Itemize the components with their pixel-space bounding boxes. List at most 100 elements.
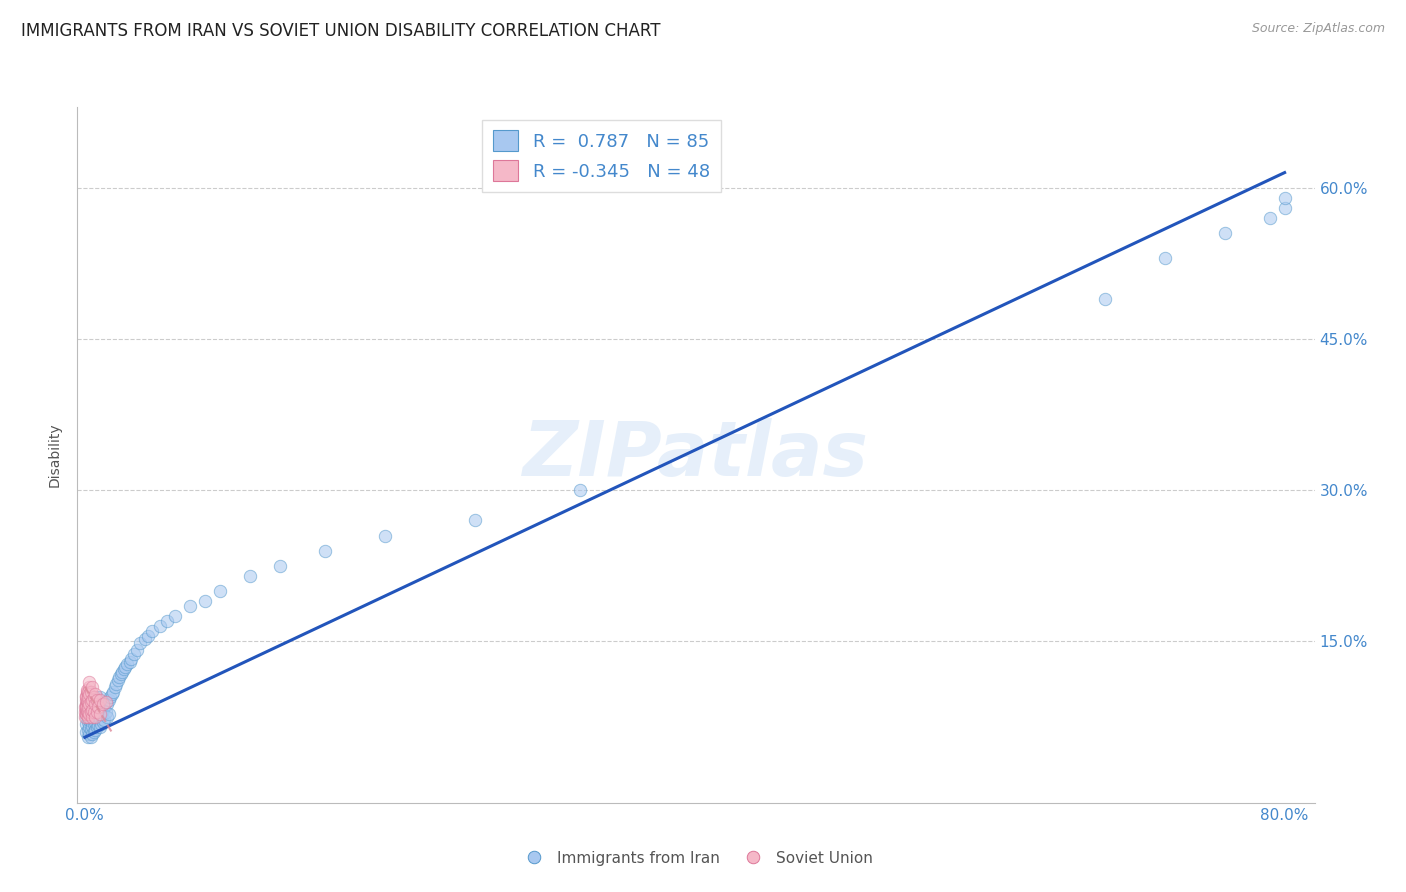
- Point: [76, 710, 98, 724]
- Point: [84, 710, 107, 724]
- Point: [1274, 191, 1296, 205]
- Point: [89, 707, 111, 722]
- Point: [1274, 201, 1296, 215]
- Point: [83, 705, 105, 719]
- Point: [87, 718, 110, 732]
- Text: IMMIGRANTS FROM IRAN VS SOVIET UNION DISABILITY CORRELATION CHART: IMMIGRANTS FROM IRAN VS SOVIET UNION DIS…: [21, 22, 661, 40]
- Point: [104, 680, 127, 694]
- Point: [89, 690, 111, 704]
- Point: [75, 717, 97, 731]
- Point: [163, 609, 186, 624]
- Point: [87, 710, 110, 724]
- Point: [82, 680, 104, 694]
- Point: [86, 690, 108, 704]
- Point: [120, 651, 142, 665]
- Point: [75, 690, 97, 704]
- Point: [114, 659, 136, 673]
- Point: [76, 695, 98, 709]
- Point: [568, 483, 591, 498]
- Point: [179, 599, 201, 614]
- Point: [77, 690, 100, 704]
- Point: [75, 700, 97, 714]
- Point: [80, 722, 103, 736]
- Point: [374, 528, 396, 542]
- Point: [91, 715, 114, 730]
- Point: [112, 662, 135, 676]
- Point: [93, 700, 115, 714]
- Point: [75, 693, 97, 707]
- Point: [84, 715, 107, 730]
- Point: [83, 717, 105, 731]
- Point: [103, 685, 125, 699]
- Point: [83, 690, 105, 704]
- Point: [79, 705, 101, 719]
- Point: [90, 707, 112, 722]
- Point: [79, 687, 101, 701]
- Point: [80, 705, 103, 719]
- Point: [75, 700, 97, 714]
- Point: [75, 710, 97, 724]
- Text: Source: ZipAtlas.com: Source: ZipAtlas.com: [1251, 22, 1385, 36]
- Point: [194, 594, 217, 608]
- Point: [76, 705, 98, 719]
- Point: [76, 705, 98, 719]
- Point: [83, 725, 105, 739]
- Point: [464, 513, 486, 527]
- Point: [89, 712, 111, 726]
- Point: [79, 707, 101, 722]
- Point: [1213, 226, 1236, 240]
- Y-axis label: Disability: Disability: [48, 423, 62, 487]
- Point: [76, 723, 98, 738]
- Point: [83, 709, 105, 723]
- Point: [80, 695, 103, 709]
- Point: [314, 543, 336, 558]
- Point: [80, 710, 103, 724]
- Point: [86, 712, 108, 726]
- Point: [118, 655, 141, 669]
- Point: [134, 632, 156, 647]
- Point: [84, 687, 107, 701]
- Point: [84, 697, 107, 711]
- Point: [141, 624, 163, 639]
- Point: [111, 665, 134, 679]
- Point: [76, 693, 98, 707]
- Point: [75, 707, 97, 722]
- Point: [97, 693, 120, 707]
- Point: [76, 703, 98, 717]
- Point: [94, 705, 117, 719]
- Point: [1153, 252, 1175, 266]
- Point: [239, 569, 262, 583]
- Point: [82, 719, 104, 733]
- Point: [101, 687, 124, 701]
- Point: [98, 690, 121, 704]
- Text: ZIPatlas: ZIPatlas: [523, 418, 869, 491]
- Point: [89, 693, 111, 707]
- Point: [75, 703, 97, 717]
- Point: [1258, 211, 1281, 225]
- Point: [82, 727, 104, 741]
- Point: [94, 695, 117, 709]
- Point: [75, 725, 97, 739]
- Point: [76, 695, 98, 709]
- Point: [79, 727, 101, 741]
- Point: [105, 677, 128, 691]
- Point: [82, 693, 104, 707]
- Point: [84, 723, 107, 738]
- Point: [75, 705, 97, 719]
- Point: [96, 710, 118, 724]
- Point: [82, 711, 104, 725]
- Point: [136, 629, 159, 643]
- Point: [89, 720, 111, 734]
- Point: [83, 693, 105, 707]
- Point: [110, 666, 132, 681]
- Point: [76, 731, 98, 745]
- Point: [77, 680, 100, 694]
- Point: [79, 713, 101, 727]
- Point: [89, 703, 111, 717]
- Point: [156, 615, 179, 629]
- Point: [79, 720, 101, 734]
- Point: [124, 647, 146, 661]
- Point: [76, 707, 98, 722]
- Point: [87, 700, 110, 714]
- Point: [86, 693, 108, 707]
